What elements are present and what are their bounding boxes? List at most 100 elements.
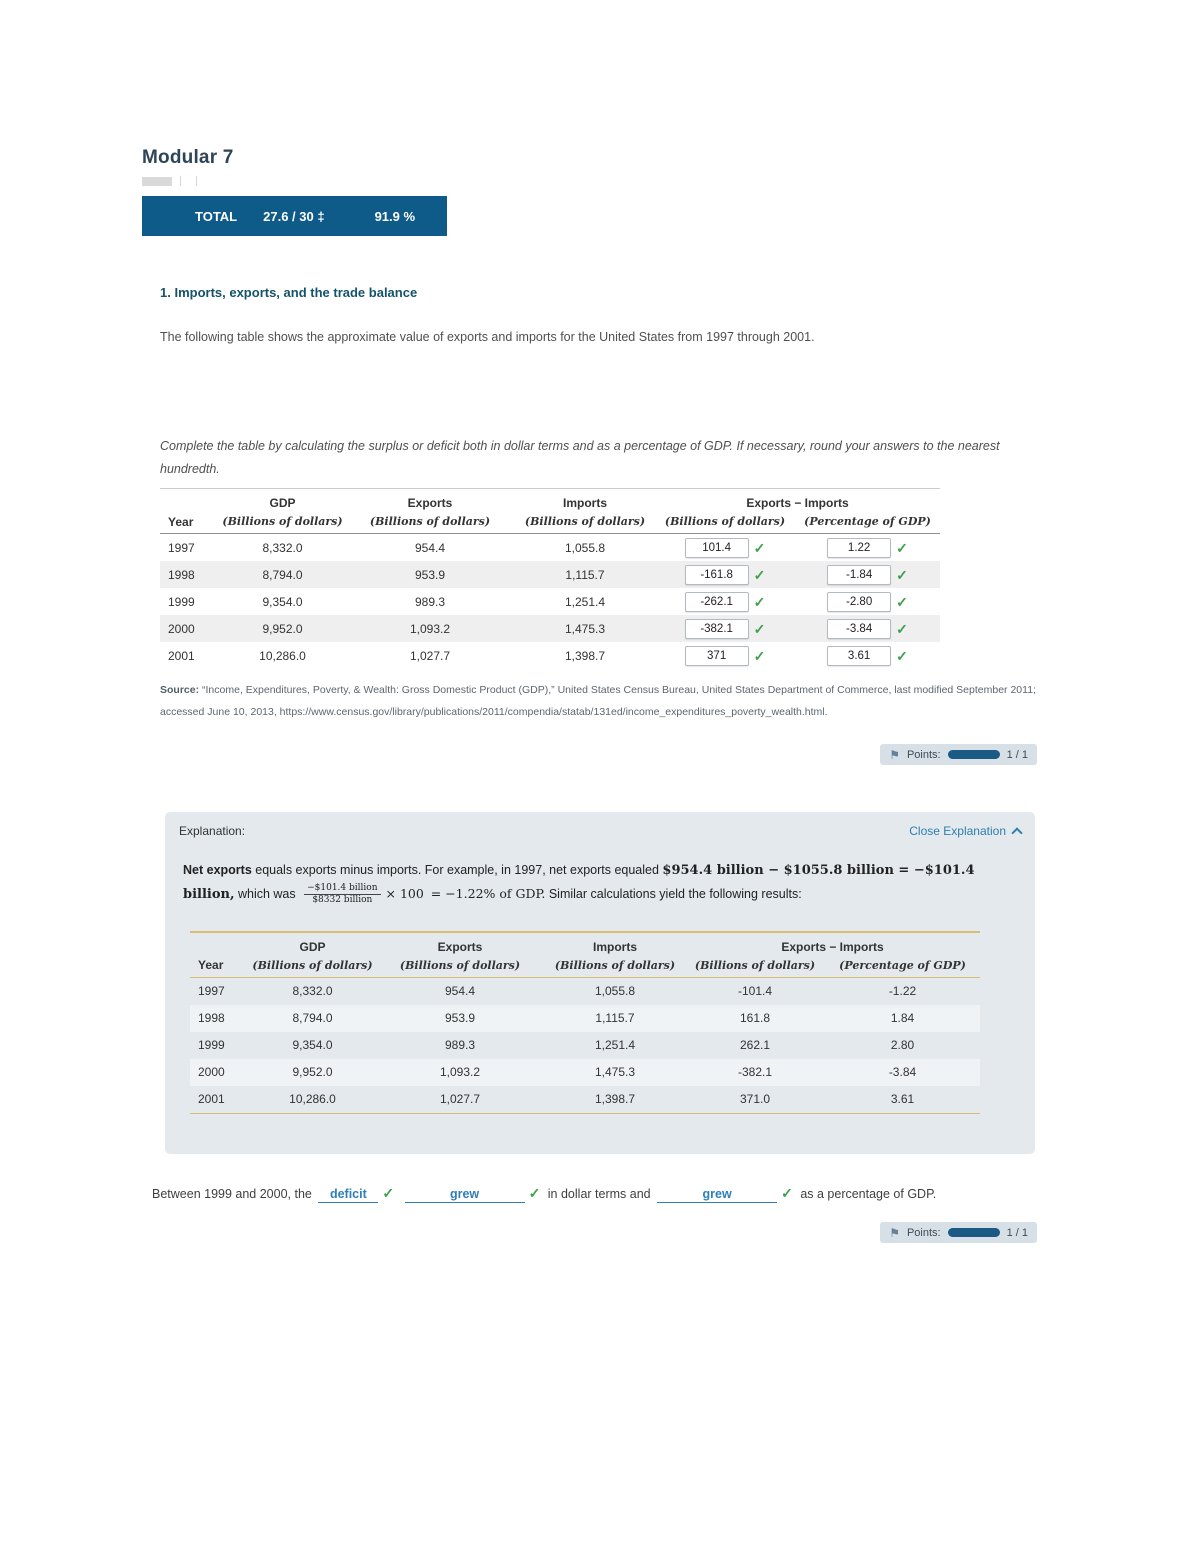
cell-exports: 953.9: [414, 567, 446, 582]
points-bar: [947, 1228, 1000, 1237]
cell-imports: 1,115.7: [565, 567, 605, 582]
cell-year: 2001: [198, 1092, 225, 1107]
cell-imports: 1,115.7: [595, 1011, 635, 1026]
chevron-up-icon: [1011, 826, 1023, 839]
decoration-bar: [142, 177, 172, 186]
check-icon: ✓: [528, 1185, 541, 1201]
explanation-segment: Similar calculations yield the following…: [545, 886, 802, 901]
answer-blank-grew-percent[interactable]: grew: [657, 1187, 778, 1203]
math-expression: $954.4 billion − $1055.8 billion = −$101…: [183, 863, 975, 902]
table-row: 2001 10,286.0 1,027.7 1,398.7 371.0 3.61: [190, 1086, 980, 1113]
cell-gdp: 10,286.0: [289, 1092, 336, 1107]
check-icon: ✓: [781, 1185, 793, 1201]
answer-table: GDP Exports Imports Exports − Imports Ye…: [160, 488, 940, 669]
unit-label: (Billions of dollars): [252, 958, 373, 972]
net-exports-input[interactable]: 101.4: [684, 537, 749, 558]
close-explanation-button[interactable]: Close Explanation: [909, 824, 1023, 839]
cell-year: 1999: [198, 1038, 225, 1053]
check-icon: ✓: [753, 593, 766, 610]
unit-label: (Billions of dollars): [399, 958, 521, 972]
unit-label: (Percentage of GDP): [839, 958, 966, 972]
cell-imports: 1,251.4: [564, 594, 606, 609]
decoration-tick: [196, 176, 197, 186]
answer-blank-grew-dollars[interactable]: grew: [404, 1187, 525, 1203]
column-header-year: Year: [168, 514, 194, 529]
check-icon: ✓: [896, 647, 908, 664]
percent-gdp-input[interactable]: 1.22: [827, 537, 892, 558]
score-bar: TOTAL 27.6 / 30 ‡ 91.9 %: [142, 196, 447, 236]
table-row: 1998 8,794.0 953.9 1,115.7 -161.8 ✓ -1.84…: [160, 561, 940, 588]
close-explanation-label: Close Explanation: [909, 824, 1006, 838]
math-expression: × 100: [385, 885, 424, 901]
column-header-gdp: GDP: [269, 496, 296, 510]
cell-percent-gdp: 2.80: [890, 1038, 915, 1053]
table-row: 1997 8,332.0 954.4 1,055.8 -101.4 -1.22: [190, 978, 980, 1005]
cell-net-exports: -101.4: [737, 984, 773, 999]
fraction-denominator: $8332 billion: [312, 895, 373, 905]
net-exports-input[interactable]: 371: [684, 645, 749, 666]
unit-label: (Billions of dollars): [664, 515, 786, 528]
table-row: 1997 8,332.0 954.4 1,055.8 101.4 ✓ 1.22 ✓: [160, 534, 940, 561]
column-header-year: Year: [198, 958, 224, 973]
flag-icon: ⚑: [889, 747, 900, 762]
percent-gdp-input[interactable]: -2.80: [827, 591, 892, 612]
percent-gdp-input[interactable]: 3.61: [827, 645, 892, 666]
unit-label: (Billions of dollars): [369, 515, 491, 528]
cell-percent-gdp: -3.84: [888, 1065, 917, 1080]
check-icon: ✓: [382, 1185, 395, 1201]
sentence-prefix: Between 1999 and 2000, the: [152, 1187, 312, 1201]
fraction: −$101.4 billion $8332 billion: [304, 883, 381, 907]
answer-blank-deficit[interactable]: deficit: [318, 1187, 379, 1203]
cell-imports: 1,251.4: [594, 1038, 636, 1053]
check-icon: ✓: [896, 593, 908, 610]
cell-exports: 954.4: [444, 984, 476, 999]
table-row: 2001 10,286.0 1,027.7 1,398.7 371 ✓ 3.61 ✓: [160, 642, 940, 669]
percent-gdp-input[interactable]: -3.84: [827, 618, 892, 639]
column-header-net-exports: Exports − Imports: [781, 939, 884, 954]
points-label: Points:: [906, 748, 941, 761]
check-icon: ✓: [896, 566, 908, 583]
points-value: 1 / 1: [1006, 1226, 1028, 1239]
question-heading: 1. Imports, exports, and the trade balan…: [160, 285, 418, 300]
explanation-segment: equals exports minus imports. For exampl…: [251, 863, 663, 877]
page-title: Modular 7: [142, 146, 234, 168]
net-exports-input[interactable]: -382.1: [684, 618, 749, 639]
cell-net-exports: 262.1: [739, 1038, 771, 1053]
cell-year: 2000: [198, 1065, 225, 1080]
percent-gdp-input[interactable]: -1.84: [827, 564, 892, 585]
unit-label: (Billions of dollars): [694, 958, 816, 972]
net-exports-input[interactable]: -262.1: [684, 591, 749, 612]
source-text: “Income, Expenditures, Poverty, & Wealth…: [160, 684, 1036, 718]
table-row: 1999 9,354.0 989.3 1,251.4 -262.1 ✓ -2.80…: [160, 588, 940, 615]
cell-year: 1997: [198, 984, 225, 999]
check-icon: ✓: [896, 620, 908, 637]
cell-gdp: 8,332.0: [292, 984, 333, 999]
explanation-table: GDP Exports Imports Exports − Imports Ye…: [190, 930, 980, 1114]
explanation-title: Explanation:: [179, 824, 246, 838]
cell-exports: 1,093.2: [409, 621, 451, 636]
cell-gdp: 10,286.0: [259, 648, 306, 663]
cell-imports: 1,055.8: [594, 984, 636, 999]
column-header-imports: Imports: [562, 496, 607, 510]
flag-icon: ⚑: [889, 1225, 900, 1240]
fill-in-sentence: Between 1999 and 2000, the deficit ✓ grew…: [152, 1186, 1092, 1203]
score-total-label: TOTAL: [195, 208, 238, 224]
cell-imports: 1,398.7: [594, 1092, 636, 1107]
cell-percent-gdp: -1.22: [888, 984, 917, 999]
cell-year: 2000: [168, 621, 195, 636]
cell-percent-gdp: 1.84: [890, 1011, 915, 1026]
question-instruction: Complete the table by calculating the su…: [160, 439, 1000, 477]
net-exports-input[interactable]: -161.8: [684, 564, 749, 585]
source-label: Source:: [160, 684, 200, 696]
unit-label: (Billions of dollars): [222, 515, 343, 528]
cell-gdp: 8,794.0: [262, 567, 303, 582]
check-icon: ✓: [753, 647, 766, 664]
table-sub-header-row: Year (Billions of dollars) (Billions of …: [160, 510, 940, 534]
unit-label: (Billions of dollars): [554, 958, 676, 972]
column-header-gdp: GDP: [299, 939, 326, 954]
cell-year: 1998: [168, 567, 195, 582]
table-row: 2000 9,952.0 1,093.2 1,475.3 -382.1 -3.8…: [190, 1058, 980, 1086]
unit-label: (Billions of dollars): [524, 515, 646, 528]
points-bar: [947, 750, 1000, 759]
explanation-segment: which was: [234, 886, 300, 901]
